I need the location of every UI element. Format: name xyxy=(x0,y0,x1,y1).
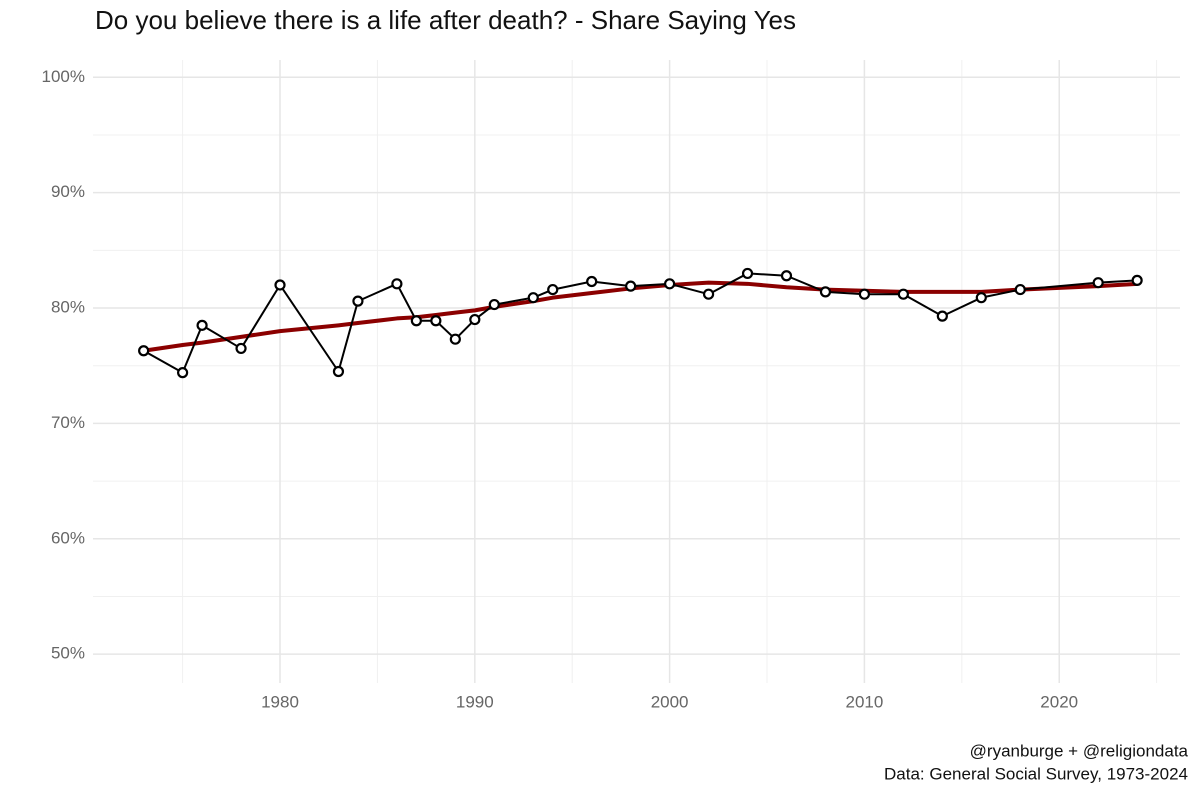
x-tick-label: 1980 xyxy=(261,692,299,711)
data-point xyxy=(274,279,286,291)
data-point xyxy=(527,292,539,304)
data-point xyxy=(702,288,715,300)
data-point xyxy=(547,283,559,296)
data-point xyxy=(352,295,364,307)
y-tick-label: 80% xyxy=(51,298,85,317)
caption: @ryanburge + @religiondata xyxy=(970,741,1189,760)
data-point xyxy=(897,288,909,300)
data-point xyxy=(177,367,189,379)
data-point xyxy=(1014,283,1026,296)
data-point xyxy=(780,270,793,282)
y-tick-label: 100% xyxy=(42,67,85,86)
x-tick-label: 2020 xyxy=(1040,692,1078,711)
data-point xyxy=(138,345,150,357)
data-point xyxy=(469,313,481,326)
x-tick-label: 1990 xyxy=(456,692,494,711)
data-point xyxy=(235,342,247,355)
x-tick-label: 2010 xyxy=(846,692,884,711)
data-point xyxy=(741,267,754,280)
data-point xyxy=(1131,274,1143,286)
y-tick-label: 50% xyxy=(51,644,85,663)
data-point xyxy=(1092,277,1104,289)
data-point xyxy=(410,315,422,327)
data-point xyxy=(488,298,500,311)
x-tick-label: 2000 xyxy=(651,692,689,711)
trend-line xyxy=(143,280,1138,353)
data-point xyxy=(664,278,676,290)
chart-title: Do you believe there is a life after dea… xyxy=(95,5,796,35)
caption: Data: General Social Survey, 1973-2024 xyxy=(884,764,1188,783)
y-tick-label: 90% xyxy=(51,182,85,201)
data-point xyxy=(936,310,948,322)
data-point xyxy=(858,288,871,300)
data-point xyxy=(196,319,208,331)
data-point xyxy=(391,278,403,290)
data-point xyxy=(975,292,987,304)
data-point xyxy=(430,315,442,327)
data-point xyxy=(625,280,637,292)
y-tick-label: 70% xyxy=(51,413,85,432)
data-point xyxy=(586,275,598,288)
data-point xyxy=(449,333,461,345)
y-tick-label: 60% xyxy=(51,528,85,547)
data-point xyxy=(819,286,832,298)
data-point xyxy=(332,365,345,378)
